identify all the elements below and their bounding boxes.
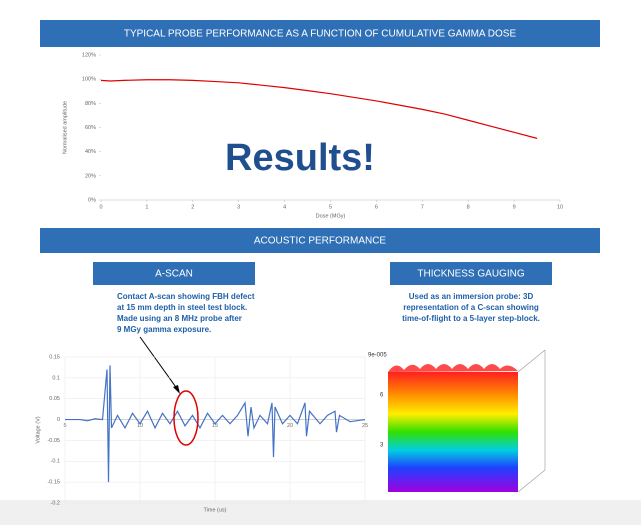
x-axis-label: Dose (MGy) [316,213,346,219]
y-tick-label: 60% [85,125,96,131]
y-tick-label: 0 [57,417,60,423]
y-tick-label: 0.05 [49,396,60,402]
overlay-text: Results! [225,137,375,179]
caption: time-of-flight to a 5-layer step-block. [402,314,540,323]
x-tick-label: 10 [557,204,563,210]
y-tick-label: -0.1 [51,459,60,465]
banner-title: TYPICAL PROBE PERFORMANCE AS A FUNCTION … [124,29,517,40]
y-tick-label: 40% [85,149,96,155]
y-tick-label: 0% [88,197,96,203]
x-tick-label: 1 [145,204,148,210]
caption: at 15 mm depth in steel test block. [117,303,247,312]
y-tick-label: 100% [82,77,96,83]
sub-title: A-SCAN [155,269,193,280]
x-tick-label: 2 [191,204,194,210]
caption: Contact A-scan showing FBH defect [117,292,255,301]
x-tick-label: 5 [329,204,332,210]
x-tick-label: 8 [467,204,470,210]
y-tick-label: -0.05 [47,438,60,444]
y-tick-label: -0.15 [47,480,60,486]
x-tick-label: 4 [283,204,286,210]
y-axis-label: Voltage (V) [35,416,41,443]
x-tick-label: 0 [99,204,102,210]
x-tick-label: 7 [421,204,424,210]
y-tick-label: 0.1 [52,375,60,381]
caption: Used as an immersion probe: 3D [409,292,534,301]
x-tick-label: 3 [237,204,240,210]
footer-band [0,500,641,525]
axis-label: 9e-005 [368,353,387,359]
poster: TYPICAL PROBE PERFORMANCE AS A FUNCTION … [0,0,641,525]
caption: representation of a C-scan showing [403,303,539,312]
cscan-surface [388,372,518,492]
y-tick-label: 120% [82,52,96,58]
x-axis-label: Time (us) [203,507,226,513]
section-title: ACOUSTIC PERFORMANCE [254,236,387,247]
y-tick-label: 20% [85,173,96,179]
y-tick-label: 0.15 [49,354,60,360]
y-axis-label: Normalised amplitude [62,101,68,154]
sub-title: THICKNESS GAUGING [417,269,524,280]
caption: Made using an 8 MHz probe after [117,314,242,323]
y-tick-label: -0.2 [51,500,60,506]
x-tick-label: 9 [513,204,516,210]
caption: 9 MGy gamma exposure. [117,325,211,334]
x-tick-label: 6 [375,204,378,210]
y-tick-label: 80% [85,101,96,107]
